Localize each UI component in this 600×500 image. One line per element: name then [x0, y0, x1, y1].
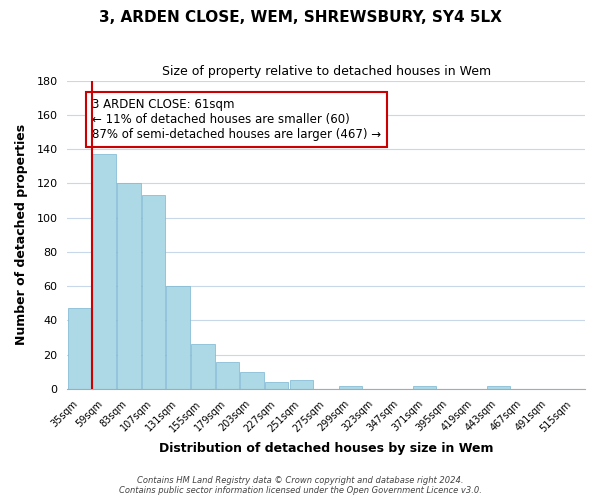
Y-axis label: Number of detached properties: Number of detached properties	[15, 124, 28, 346]
Bar	[142, 196, 165, 389]
Bar	[68, 308, 91, 389]
X-axis label: Distribution of detached houses by size in Wem: Distribution of detached houses by size …	[159, 442, 493, 455]
Text: Contains HM Land Registry data © Crown copyright and database right 2024.
Contai: Contains HM Land Registry data © Crown c…	[119, 476, 481, 495]
Bar	[265, 382, 289, 389]
Bar	[241, 372, 264, 389]
Bar	[92, 154, 116, 389]
Bar	[191, 344, 215, 389]
Text: 3, ARDEN CLOSE, WEM, SHREWSBURY, SY4 5LX: 3, ARDEN CLOSE, WEM, SHREWSBURY, SY4 5LX	[98, 10, 502, 25]
Bar	[166, 286, 190, 389]
Bar	[487, 386, 511, 389]
Title: Size of property relative to detached houses in Wem: Size of property relative to detached ho…	[161, 65, 491, 78]
Bar	[216, 362, 239, 389]
Bar	[290, 380, 313, 389]
Bar	[339, 386, 362, 389]
Bar	[413, 386, 436, 389]
Text: 3 ARDEN CLOSE: 61sqm
← 11% of detached houses are smaller (60)
87% of semi-detac: 3 ARDEN CLOSE: 61sqm ← 11% of detached h…	[92, 98, 381, 140]
Bar	[117, 184, 140, 389]
